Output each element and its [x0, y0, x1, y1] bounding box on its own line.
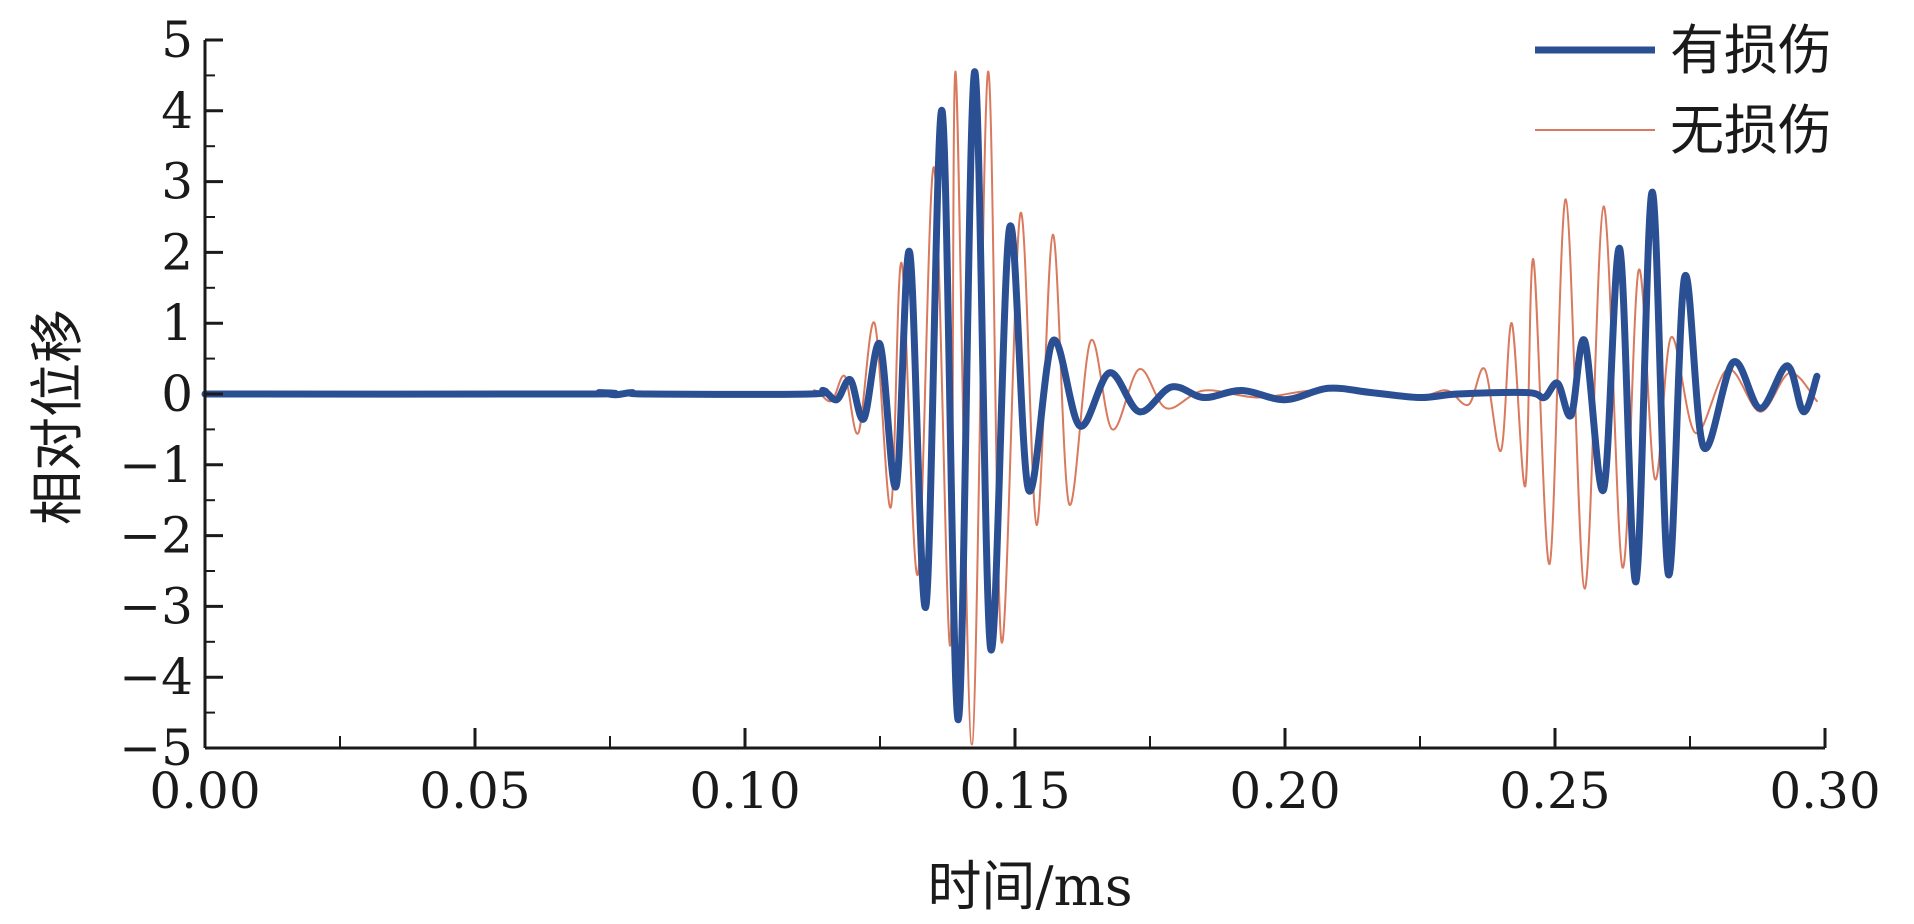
x-tick-label: 0.20 [1229, 762, 1340, 820]
x-tick-label: 0.15 [959, 762, 1070, 820]
x-tick-label: 0.10 [689, 762, 800, 820]
series-line-undamaged [204, 70, 1818, 746]
series-line-damaged [201, 68, 1821, 724]
y-tick-label: 0 [161, 365, 193, 423]
x-tick-label: 0.00 [149, 762, 260, 820]
y-axis-label: 相对位移 [26, 309, 89, 525]
legend-label: 有损伤 [1670, 19, 1832, 82]
x-axis-label: 时间/ms [927, 855, 1132, 918]
y-tick-label: 3 [161, 153, 193, 211]
y-tick-label: −1 [119, 436, 193, 494]
y-tick-label: 1 [161, 294, 193, 352]
x-tick-label: 0.25 [1499, 762, 1610, 820]
y-tick-label: 2 [161, 223, 193, 281]
y-tick-label: −5 [119, 719, 193, 777]
plot-area [201, 68, 1821, 746]
x-tick-label: 0.30 [1769, 762, 1880, 820]
axes: 5 4 3 2 1 0 −1 −2 −3 −4 −50.00 0.05 0.10 0.15 0.20 0.25… [119, 11, 1880, 820]
legend-label: 无损伤 [1670, 99, 1832, 162]
y-tick-label: 4 [161, 82, 193, 140]
x-tick-label: 0.05 [419, 762, 530, 820]
y-tick-label: −4 [119, 648, 193, 706]
y-tick-label: −2 [119, 507, 193, 565]
y-tick-label: −3 [119, 577, 193, 635]
y-tick-label: 5 [161, 11, 193, 69]
